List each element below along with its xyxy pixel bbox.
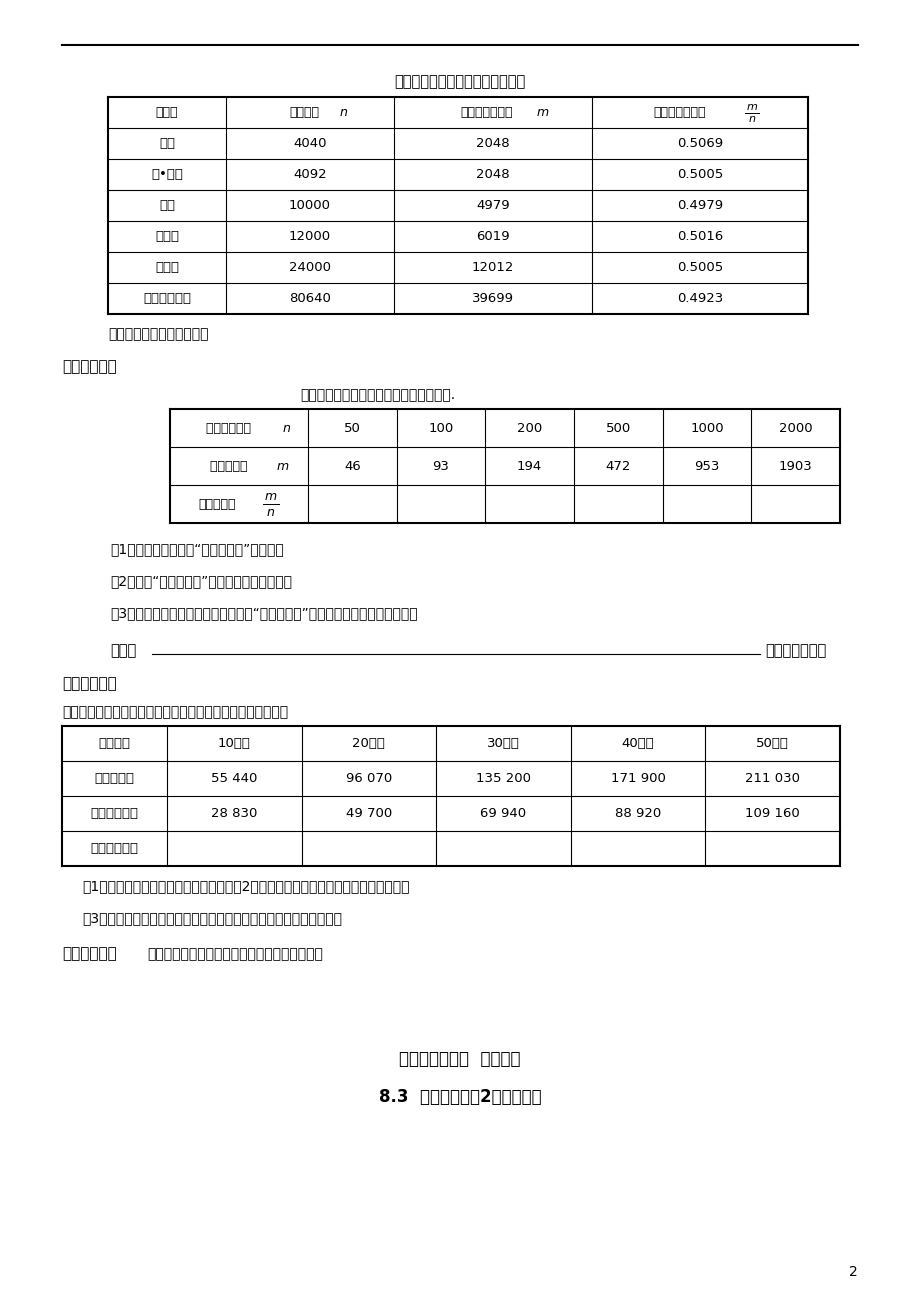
Text: 55 440: 55 440 xyxy=(210,772,257,785)
Text: （1）计算并填写表中男娴出生的频率；（2）画出该地区男娴出生频率的折线统计图；: （1）计算并填写表中男娴出生的频率；（2）画出该地区男娴出生频率的折线统计图； xyxy=(82,879,409,893)
Text: 39699: 39699 xyxy=(471,292,514,305)
Text: n: n xyxy=(340,105,347,118)
Text: 频率的稳定性。: 频率的稳定性。 xyxy=(765,643,825,659)
Text: 0.5005: 0.5005 xyxy=(676,260,722,273)
Text: 试验者: 试验者 xyxy=(155,105,178,118)
Text: 2048: 2048 xyxy=(476,137,509,150)
Text: 211 030: 211 030 xyxy=(744,772,800,785)
Text: 正面朝上的次数: 正面朝上的次数 xyxy=(460,105,513,118)
Text: 三、拓展导学: 三、拓展导学 xyxy=(62,359,117,375)
Text: 统计学家历次抛掷硬币的试验结果: 统计学家历次抛掷硬币的试验结果 xyxy=(394,74,525,90)
Text: 10000: 10000 xyxy=(289,199,331,212)
Text: 2: 2 xyxy=(848,1266,857,1279)
Text: （1）计算并填写表中“抒到优等品”的频率；: （1）计算并填写表中“抒到优等品”的频率； xyxy=(110,542,283,556)
Text: 50: 50 xyxy=(344,422,360,435)
Text: m: m xyxy=(537,105,549,118)
Text: （3）该地区男娴出生的频率稳定吗？你认为它在哪个常数附近摇动？: （3）该地区男娴出生的频率稳定吗？你认为它在哪个常数附近摇动？ xyxy=(82,911,342,924)
Text: 表２是某批足球产品质量检验获得的数据.: 表２是某批足球产品质量检验获得的数据. xyxy=(300,388,455,402)
Text: 0.5016: 0.5016 xyxy=(676,230,722,243)
Text: 4092: 4092 xyxy=(293,168,326,181)
Text: 时间范围: 时间范围 xyxy=(98,737,130,750)
Text: 费勒: 费勒 xyxy=(159,199,175,212)
Text: 30年内: 30年内 xyxy=(486,737,519,750)
Text: 6019: 6019 xyxy=(476,230,509,243)
Text: 10年内: 10年内 xyxy=(218,737,251,750)
Text: 194: 194 xyxy=(516,460,541,473)
Text: 男娴出生频数: 男娴出生频数 xyxy=(90,807,139,820)
Text: 88 920: 88 920 xyxy=(614,807,661,820)
Text: 布丰: 布丰 xyxy=(159,137,175,150)
Text: （2）画出“抒到优等品”的频率的折线统计图；: （2）画出“抒到优等品”的频率的折线统计图； xyxy=(110,574,291,589)
Text: 优等品频数: 优等品频数 xyxy=(198,497,235,510)
Text: 49 700: 49 700 xyxy=(346,807,391,820)
Text: 德•摩根: 德•摩根 xyxy=(151,168,183,181)
Text: 罗曼诺夫斯基: 罗曼诺夫斯基 xyxy=(142,292,191,305)
Text: 男娴出生频率: 男娴出生频率 xyxy=(90,842,139,855)
Text: n: n xyxy=(267,505,275,518)
Text: 抒取的足球数: 抒取的足球数 xyxy=(206,422,255,435)
Text: 171 900: 171 900 xyxy=(610,772,664,785)
Text: n: n xyxy=(748,113,754,124)
Text: 100: 100 xyxy=(428,422,453,435)
Text: 五、反思悟学: 五、反思悟学 xyxy=(62,947,117,961)
Text: 953: 953 xyxy=(694,460,719,473)
Text: 12000: 12000 xyxy=(289,230,331,243)
Text: 0.5069: 0.5069 xyxy=(676,137,722,150)
Text: （3）当抒到的足球数很大时，你认为“抒到优等品”的频率在哪个常数附近摇动？: （3）当抒到的足球数很大时，你认为“抒到优等品”的频率在哪个常数附近摇动？ xyxy=(110,605,417,620)
Text: 500: 500 xyxy=(605,422,630,435)
Text: 0.4923: 0.4923 xyxy=(676,292,722,305)
Text: 新生娴儿数: 新生娴儿数 xyxy=(95,772,134,785)
Text: 四、检测促学: 四、检测促学 xyxy=(62,677,117,691)
Text: 某地区从某年起几十年内的新生娴儿数及其中的男娴数如下：: 某地区从某年起几十年内的新生娴儿数及其中的男娴数如下： xyxy=(62,704,288,719)
Text: 4979: 4979 xyxy=(476,199,509,212)
Text: 80640: 80640 xyxy=(289,292,331,305)
Text: 4040: 4040 xyxy=(293,137,326,150)
Text: 正面朝上的频率: 正面朝上的频率 xyxy=(653,105,706,118)
Text: 40年内: 40年内 xyxy=(621,737,653,750)
Text: n: n xyxy=(283,422,290,435)
Text: m: m xyxy=(277,460,289,473)
Text: 总结：: 总结： xyxy=(110,643,136,659)
Text: 2048: 2048 xyxy=(476,168,509,181)
Text: 24000: 24000 xyxy=(289,260,331,273)
Text: 0.5005: 0.5005 xyxy=(676,168,722,181)
Text: 皮尔逃: 皮尔逃 xyxy=(154,230,179,243)
Text: 优等品频数: 优等品频数 xyxy=(210,460,252,473)
Text: 472: 472 xyxy=(605,460,630,473)
Text: m: m xyxy=(265,490,277,503)
Text: 200: 200 xyxy=(516,422,541,435)
Text: m: m xyxy=(745,102,756,112)
Text: 69 940: 69 940 xyxy=(480,807,526,820)
Text: 你在本节课中的感悟是什么？你还有什么疯惑？: 你在本节课中的感悟是什么？你还有什么疯惑？ xyxy=(147,947,323,961)
Text: 观察此表，你发现了什么？: 观察此表，你发现了什么？ xyxy=(108,327,209,341)
Text: 135 200: 135 200 xyxy=(475,772,530,785)
Text: 109 160: 109 160 xyxy=(744,807,800,820)
Text: 0.4979: 0.4979 xyxy=(676,199,722,212)
Text: 20年内: 20年内 xyxy=(352,737,385,750)
Text: 93: 93 xyxy=(432,460,449,473)
Text: 数学学科第八章  认识概率: 数学学科第八章 认识概率 xyxy=(399,1049,520,1068)
Text: 96 070: 96 070 xyxy=(346,772,391,785)
Text: 皮尔逃: 皮尔逃 xyxy=(154,260,179,273)
Text: 46: 46 xyxy=(344,460,360,473)
Text: 2000: 2000 xyxy=(778,422,811,435)
Text: 8.3  频率与概率（2）学讲预案: 8.3 频率与概率（2）学讲预案 xyxy=(379,1088,540,1105)
Text: 试验次数: 试验次数 xyxy=(289,105,319,118)
Text: 12012: 12012 xyxy=(471,260,514,273)
Text: 50年内: 50年内 xyxy=(755,737,789,750)
Text: 1000: 1000 xyxy=(689,422,723,435)
Text: 28 830: 28 830 xyxy=(210,807,257,820)
Text: 1903: 1903 xyxy=(778,460,811,473)
